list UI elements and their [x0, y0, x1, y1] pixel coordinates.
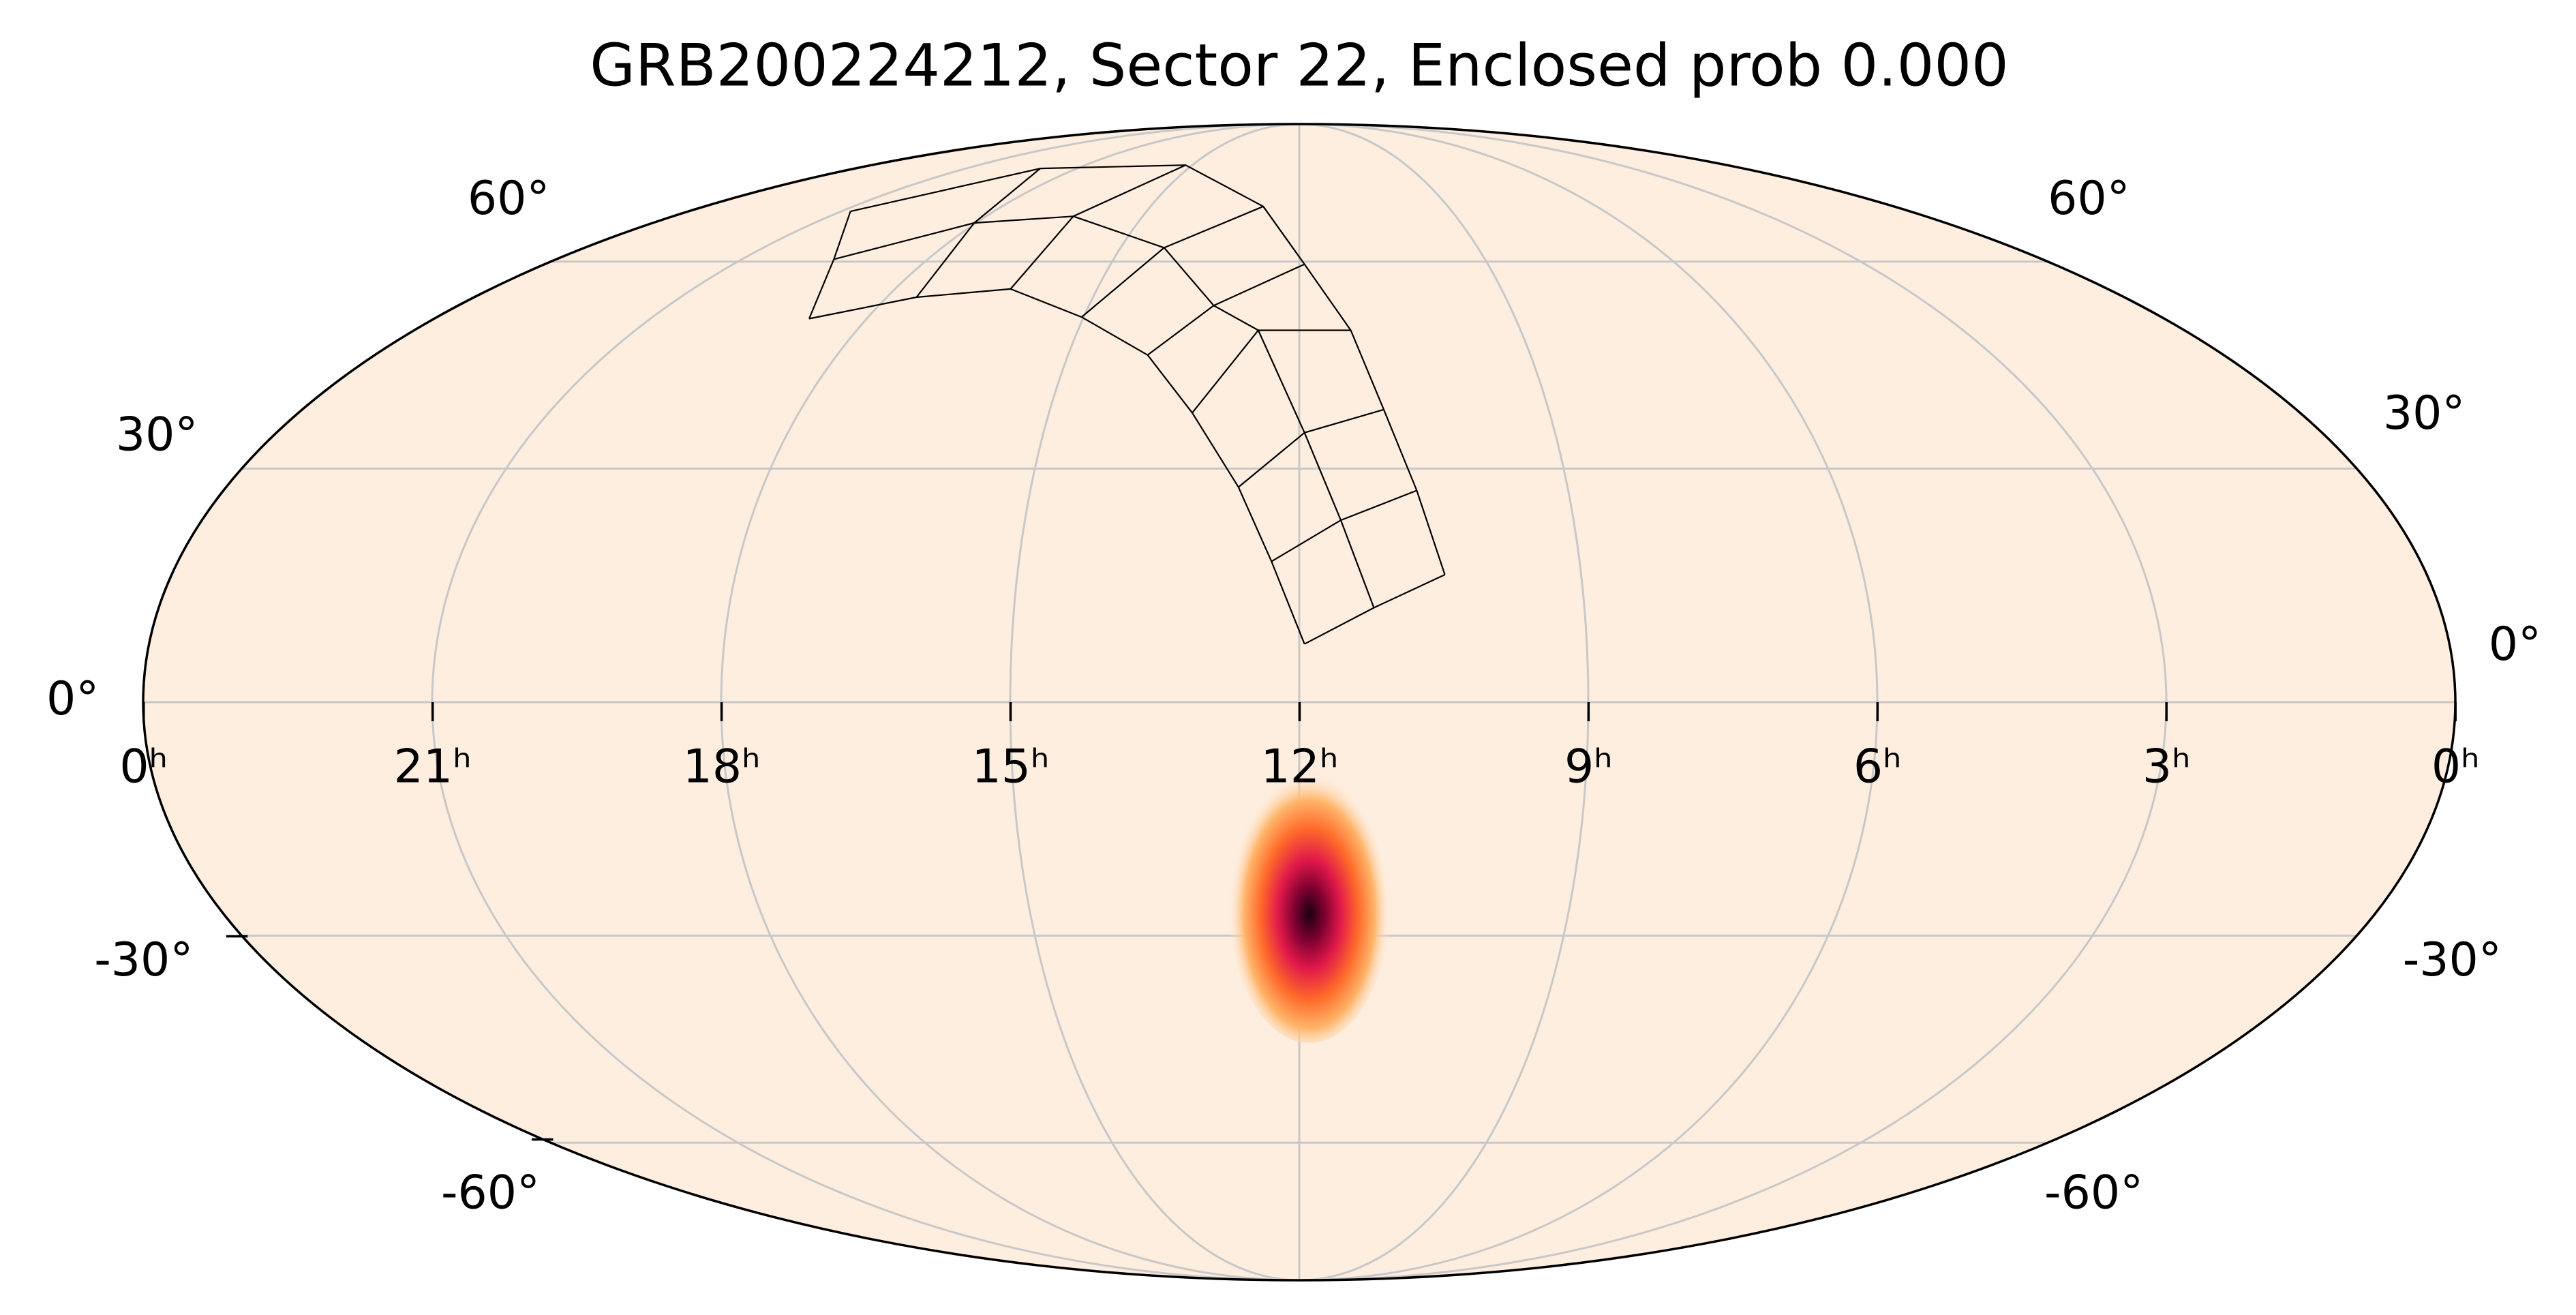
ra-label: 0ʰ: [119, 740, 168, 793]
probability-region: [1228, 757, 1391, 1043]
dec-label: -30°: [2403, 933, 2502, 987]
map-title: GRB200224212, Sector 22, Enclosed prob 0…: [590, 31, 2009, 100]
ccd-edge: [1238, 408, 1384, 488]
dec-label: 30°: [116, 408, 198, 462]
dec-label: -60°: [441, 1166, 540, 1220]
ccd-edge: [1010, 164, 1186, 290]
dec-label: 60°: [2048, 172, 2130, 226]
dec-label: 0°: [2489, 618, 2541, 671]
dec-label: 60°: [468, 172, 550, 226]
ccd-edge: [1147, 263, 1305, 356]
ra-label: 21ʰ: [394, 740, 472, 793]
dec-label: -30°: [94, 933, 193, 987]
dec-label: 30°: [2383, 387, 2466, 440]
ra-label: 9ʰ: [1564, 740, 1613, 793]
dec-label: -60°: [2044, 1166, 2143, 1220]
ra-label: 15ʰ: [971, 740, 1049, 793]
ra-label: 12ʰ: [1260, 740, 1338, 793]
ccd-edge: [1080, 205, 1264, 318]
ra-label: 3ʰ: [2142, 740, 2191, 793]
axis-labels: 0ʰ 21ʰ 18ʰ 15ʰ 12ʰ 9ʰ 6ʰ 3ʰ 0ʰ 60° 60° 30° 30° 0° 0° -3…: [46, 172, 2541, 1220]
ccd-edge: [1271, 489, 1417, 562]
ccd-edge: [1192, 329, 1351, 414]
dec-label: 0°: [46, 672, 99, 726]
ccd-edge: [915, 168, 1041, 298]
ra-label: 18ʰ: [683, 740, 761, 793]
ra-label: 0ʰ: [2431, 740, 2480, 793]
ra-label: 6ʰ: [1853, 740, 1902, 793]
footprint-edge: [808, 211, 851, 319]
footprint-edge: [1304, 574, 1446, 645]
sector-footprint: [808, 164, 1446, 645]
